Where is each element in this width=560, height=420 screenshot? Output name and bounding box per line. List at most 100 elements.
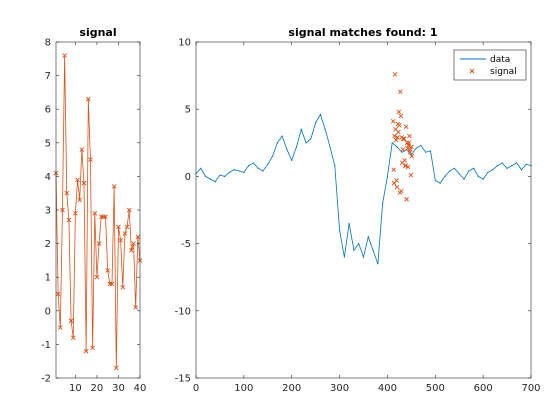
signal-match-point bbox=[392, 133, 397, 139]
data-point bbox=[482, 178, 484, 180]
data-point bbox=[496, 165, 499, 167]
data-point bbox=[348, 222, 350, 225]
signal-match-point bbox=[402, 157, 407, 163]
signal-ytick-label: 4 bbox=[45, 172, 51, 183]
data-point bbox=[300, 128, 302, 130]
matches-xtick-label: 600 bbox=[474, 383, 493, 394]
signal-point bbox=[133, 305, 139, 310]
data-point bbox=[248, 165, 250, 167]
data-point bbox=[214, 181, 216, 183]
data-point bbox=[262, 170, 264, 172]
data-point bbox=[286, 148, 288, 151]
data-point bbox=[401, 151, 403, 153]
data-point bbox=[358, 243, 360, 245]
signal-ytick-label: 8 bbox=[45, 38, 51, 49]
data-point bbox=[362, 256, 365, 258]
data-point bbox=[382, 202, 384, 204]
data-point bbox=[367, 236, 369, 238]
signal-point bbox=[109, 281, 115, 287]
data-point bbox=[338, 229, 341, 231]
signal-point bbox=[131, 241, 136, 246]
data-point bbox=[429, 150, 432, 152]
matches-xtick-label: 0 bbox=[193, 383, 199, 394]
data-point bbox=[219, 174, 221, 176]
signal-series bbox=[53, 53, 143, 371]
data-point bbox=[477, 175, 479, 177]
legend-signal-label: signal bbox=[490, 67, 517, 77]
signal-match-point bbox=[400, 147, 406, 152]
data-point bbox=[295, 146, 298, 148]
legend-signal-swatch bbox=[469, 68, 475, 74]
signal-point bbox=[122, 231, 128, 236]
signal-point bbox=[85, 96, 91, 102]
signal-match-point bbox=[397, 123, 402, 128]
signal-point bbox=[105, 268, 111, 273]
data-point bbox=[343, 256, 345, 258]
signal-point bbox=[118, 237, 123, 243]
signal-match-point bbox=[405, 145, 410, 151]
data-point bbox=[520, 169, 523, 171]
signal-point bbox=[68, 318, 74, 324]
data-point bbox=[449, 170, 451, 172]
signal-match-point bbox=[404, 196, 409, 202]
data-point bbox=[257, 167, 259, 169]
signal-point bbox=[96, 241, 102, 246]
matches-xtick-label: 100 bbox=[234, 383, 253, 394]
signal-point bbox=[75, 177, 80, 183]
signal-match-point bbox=[398, 113, 404, 119]
matches-series bbox=[195, 71, 532, 265]
signal-point bbox=[79, 147, 85, 152]
matches-plot-title: signal matches found: 1 bbox=[288, 26, 437, 39]
matches-ytick-label: -5 bbox=[181, 239, 191, 250]
signal-match-point bbox=[396, 129, 401, 135]
signal-point bbox=[66, 217, 72, 223]
signal-point bbox=[129, 248, 134, 253]
data-point bbox=[487, 171, 489, 173]
signal-ytick-label: 3 bbox=[45, 206, 51, 217]
signal-ytick-label: -2 bbox=[41, 374, 51, 385]
signal-point bbox=[135, 234, 141, 240]
signal-match-point bbox=[403, 163, 408, 168]
matches-ytick-label: -15 bbox=[175, 374, 191, 385]
data-point bbox=[372, 249, 374, 251]
signal-match-point bbox=[398, 188, 404, 194]
matches-axes: signal matches found: 1 0 100 200 300 400 500… bbox=[175, 26, 541, 394]
signal-match-point bbox=[406, 140, 412, 146]
data-point bbox=[501, 162, 503, 164]
data-point bbox=[492, 169, 494, 171]
data-point bbox=[310, 138, 312, 140]
data-point bbox=[243, 171, 245, 173]
signal-ytick-label: 6 bbox=[45, 105, 51, 116]
data-point bbox=[415, 147, 417, 149]
signal-match-point bbox=[394, 184, 400, 190]
signal-point bbox=[64, 190, 70, 196]
matches-xtick-label: 700 bbox=[521, 383, 540, 394]
signal-point bbox=[94, 274, 100, 280]
signal-point bbox=[113, 365, 119, 371]
signal-match-point bbox=[393, 137, 399, 143]
matches-axes-box bbox=[195, 41, 532, 379]
signal-match-point bbox=[405, 164, 411, 170]
data-point bbox=[209, 178, 211, 180]
signal-match-point bbox=[390, 118, 396, 124]
signal-ytick-label: 2 bbox=[45, 239, 51, 250]
data-point bbox=[453, 167, 456, 169]
matches-xtick-label: 300 bbox=[330, 383, 349, 394]
legend-box bbox=[453, 49, 527, 81]
data-point bbox=[271, 155, 274, 157]
data-point bbox=[396, 146, 398, 148]
signal-point bbox=[77, 197, 83, 203]
signal-ytick-label: 0 bbox=[45, 306, 51, 317]
signal-point bbox=[103, 214, 108, 220]
data-point bbox=[200, 167, 202, 169]
data-point bbox=[516, 162, 518, 164]
signal-point bbox=[81, 180, 87, 186]
signal-point bbox=[90, 345, 95, 351]
data-point bbox=[420, 144, 422, 147]
data-point bbox=[252, 162, 255, 164]
data-point bbox=[228, 171, 231, 173]
data-point bbox=[439, 182, 441, 184]
signal-xtick-label: 30 bbox=[112, 383, 125, 394]
signal-point bbox=[83, 348, 89, 354]
